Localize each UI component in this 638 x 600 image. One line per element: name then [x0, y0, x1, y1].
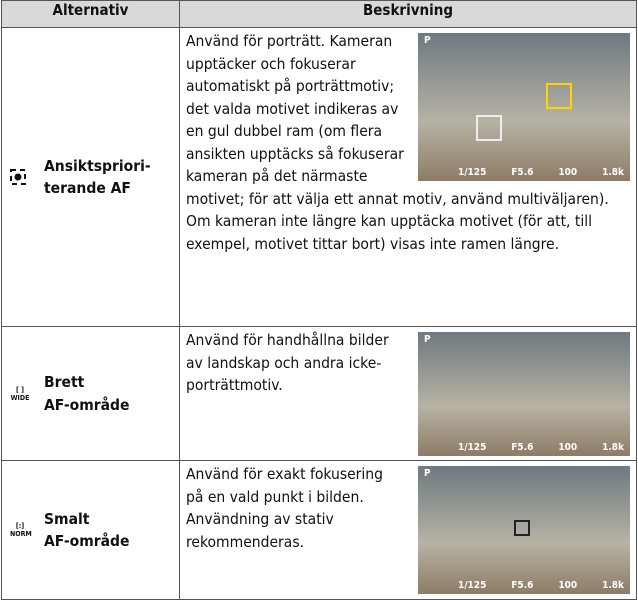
- icon-label: NORM: [10, 530, 32, 538]
- remaining: 1.8k: [602, 442, 624, 453]
- header: Beskrivning: [179, 0, 637, 28]
- mode: P: [424, 35, 431, 46]
- label-line: Smalt: [44, 509, 90, 528]
- remaining: 1.8k: [602, 580, 624, 591]
- aperture: F5.6: [511, 167, 534, 178]
- description: Använd för handhållna bilder av landskap…: [186, 331, 389, 394]
- label-line: AF-område: [44, 532, 130, 550]
- label-line: AF-område: [44, 395, 130, 414]
- description: Använd för exakt fokusering på en vald p…: [186, 465, 383, 551]
- shutter: 1/125: [458, 442, 487, 453]
- norm-icon: [:] NORM: [10, 522, 32, 538]
- shutter: 1/125: [458, 580, 487, 591]
- face-icon: [10, 169, 26, 185]
- label-line: Ansiktspriori-: [44, 156, 151, 175]
- mode: P: [424, 334, 431, 345]
- remaining: 1.8k: [602, 167, 624, 178]
- label-line: Brett: [44, 373, 85, 391]
- camera-screen: P 1/125 F5.6 100 1.8k: [418, 466, 630, 594]
- icon-label: WIDE: [10, 393, 30, 402]
- label-line: terande AF: [44, 179, 131, 197]
- mode: P: [424, 468, 431, 479]
- camera-screen: P 1/125 F5.6 100 1.8k: [418, 332, 630, 456]
- description: Använd för porträtt. Kameran upptäcker o…: [186, 32, 609, 253]
- shutter: 1/125: [458, 167, 487, 178]
- iso: 100: [558, 442, 578, 453]
- aperture: F5.6: [511, 580, 534, 591]
- header: Alternativ: [1, 0, 180, 28]
- iso: 100: [558, 167, 578, 178]
- camera-screen: P 1/125 F5.6 100 1.8k: [418, 33, 630, 181]
- wide-icon: [ ] WIDE: [10, 385, 30, 402]
- option-label: Ansiktspriori-terande AF: [1, 27, 180, 327]
- iso: 100: [558, 580, 578, 591]
- aperture: F5.6: [511, 442, 534, 453]
